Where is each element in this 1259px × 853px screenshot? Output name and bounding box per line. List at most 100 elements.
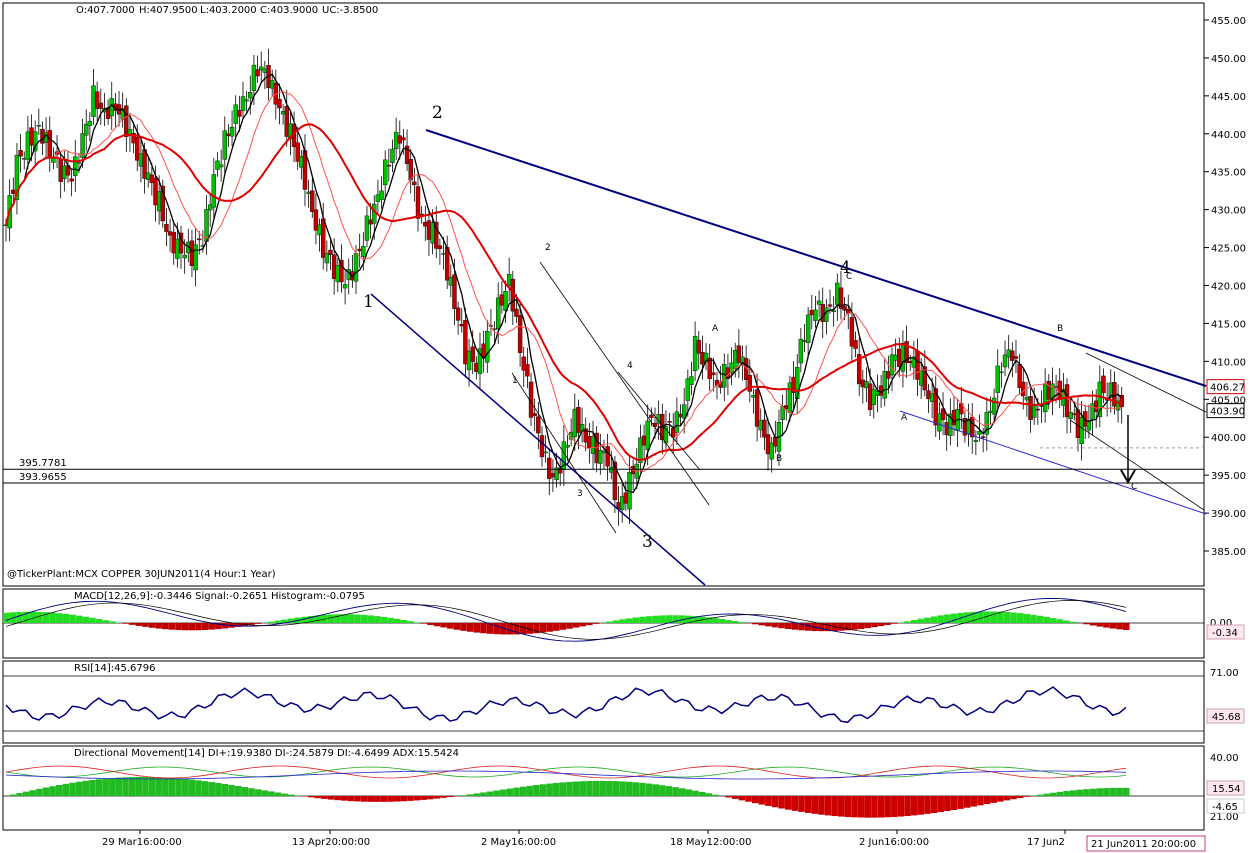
candle-body <box>499 294 505 306</box>
macd-histogram-bar <box>301 616 308 623</box>
wave-label: 3 <box>642 532 653 552</box>
target-arrow-head <box>1120 469 1136 484</box>
candle-body <box>233 104 238 124</box>
dmi-histogram-bar <box>287 794 295 796</box>
dmi-histogram-bar <box>930 796 938 814</box>
candle-body <box>229 126 235 137</box>
candle-body <box>317 224 322 236</box>
macd-histogram-bar <box>254 623 262 624</box>
candle-body <box>477 348 483 374</box>
dmi-histogram-bar <box>513 787 520 796</box>
dmi-histogram-bar <box>745 796 752 802</box>
candle-body <box>681 404 687 419</box>
macd-histogram-bar <box>493 623 500 635</box>
candle-body <box>466 350 472 371</box>
dmi-title: Directional Movement[14] DI+:19.9380 DI-… <box>74 748 459 759</box>
macd-histogram-bar <box>857 623 865 629</box>
price-tick-label: 455.00 <box>1211 16 1246 27</box>
candle-body <box>751 395 756 398</box>
dmi-histogram-bar <box>983 796 991 805</box>
candle-body <box>211 174 217 208</box>
dmi-histogram-bar <box>380 796 388 802</box>
macd-histogram-bar <box>586 623 593 626</box>
candle-body <box>554 467 559 481</box>
macd-histogram-bar <box>49 612 56 623</box>
dmi-histogram-bar <box>248 788 255 796</box>
dmi-histogram-bar <box>944 796 951 812</box>
macd-histogram-bar <box>281 619 288 623</box>
candle-body <box>76 161 82 164</box>
macd-histogram-bar <box>851 623 858 630</box>
time-axis: 29 Mar16:00:00 13 Apr20:00:00 2 May16:00:0… <box>102 830 1066 848</box>
dmi-flag-1 <box>1206 780 1245 796</box>
dmi-histogram-bar <box>639 782 646 796</box>
candle-body <box>1119 395 1124 408</box>
dmi-histogram-bar <box>625 781 633 796</box>
macd-histogram-bar <box>75 615 83 623</box>
macd-title: MACD[12,26,9]:-0.3446 Signal:-0.2651 His… <box>74 591 365 602</box>
dmi-histogram-bar <box>234 785 242 796</box>
macd-histogram-bar <box>195 623 202 631</box>
macd-histogram-bar <box>387 617 394 623</box>
price-tick-label: 445.00 <box>1211 92 1246 103</box>
price-tick-label: 415.00 <box>1211 319 1246 330</box>
price-tick-label: 420.00 <box>1211 282 1246 293</box>
candle-body <box>736 345 742 363</box>
price-tick-label: 405.00 <box>1211 395 1246 406</box>
candle-body <box>193 244 198 271</box>
macd-histogram-bar <box>460 623 467 631</box>
dmi-histogram-bar <box>122 777 129 796</box>
candle-body <box>452 274 457 309</box>
macd-histogram-bar <box>758 623 766 626</box>
macd-histogram-bar <box>95 618 103 623</box>
candle-body <box>696 339 701 354</box>
candle-body <box>733 350 738 370</box>
dmi-histogram-bar <box>910 796 918 816</box>
candle-body <box>984 412 990 435</box>
dmi-histogram-bar <box>778 796 785 809</box>
dmi-histogram-bar <box>49 786 56 796</box>
macd-histogram-bar <box>606 621 613 623</box>
dmi-histogram-bar <box>56 785 63 796</box>
candle-body <box>1093 400 1099 412</box>
macd-histogram-bar <box>639 616 646 623</box>
macd-histogram-bar <box>950 613 958 623</box>
macd-histogram-bar <box>665 615 673 623</box>
macd-tick: 0.00 <box>1210 618 1232 629</box>
candle-body <box>918 370 924 386</box>
macd-histogram-bar <box>347 614 355 623</box>
source-label: @TickerPlant:MCX COPPER 30JUN2011(4 Hour… <box>7 569 276 580</box>
macd-histogram-bar <box>1043 616 1050 623</box>
price-tick-label: 400.00 <box>1211 433 1246 444</box>
dmi-histogram-bar <box>473 793 481 796</box>
candle-body <box>565 445 570 448</box>
candle-body <box>827 304 833 307</box>
candle-body <box>893 354 898 361</box>
candle-body <box>69 178 74 182</box>
macd-histogram-bar <box>1069 621 1077 623</box>
macd-panel <box>2 588 1205 659</box>
candle-body <box>215 160 220 170</box>
candle-body <box>145 172 151 180</box>
dmi-histogram-bar <box>824 796 832 816</box>
di-plus-line <box>5 766 1127 778</box>
macd-histogram-bar <box>997 611 1004 623</box>
candle-body <box>1072 413 1077 416</box>
candle-body <box>240 96 246 111</box>
macd-histogram-bar <box>778 623 785 629</box>
dmi-histogram-bar <box>877 796 885 818</box>
dmi-histogram-bar <box>347 796 355 802</box>
dmi-histogram-bar <box>89 779 96 796</box>
candle-body <box>1057 380 1062 400</box>
dmi-histogram-bar <box>1050 792 1057 796</box>
dmi-histogram-bar <box>36 788 43 796</box>
candle-body <box>244 99 249 102</box>
macd-line <box>5 597 1127 642</box>
macd-histogram-bar <box>274 620 282 623</box>
dmi-tick-top: 40.00 <box>1210 753 1239 764</box>
dmi-histogram-bar <box>917 796 925 815</box>
candle-body <box>506 274 512 286</box>
candle-body <box>926 390 931 400</box>
candle-body <box>871 389 876 405</box>
macd-histogram-bar <box>201 623 209 630</box>
